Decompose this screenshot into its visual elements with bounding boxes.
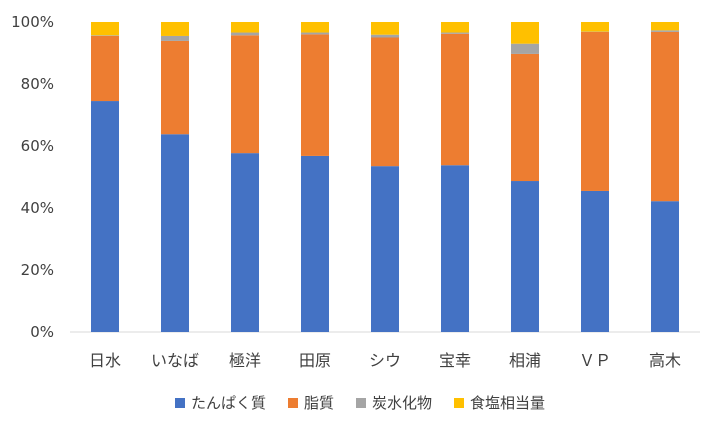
bar-segment-1 (301, 155, 329, 332)
x-tick-label: 田原 (299, 351, 331, 370)
legend-item-protein: たんぱく質 (174, 392, 266, 413)
bar-segment-1 (441, 165, 469, 332)
legend-item-carbohydrate: 炭水化物 (356, 392, 432, 413)
y-tick-label: 80% (21, 75, 54, 93)
bar-segment-1 (91, 101, 119, 332)
bar-segment-2 (231, 35, 259, 154)
bar-segment-1 (371, 166, 399, 332)
legend-swatch-protein (174, 397, 185, 408)
bar-segment-2 (371, 37, 399, 167)
legend-item-salt: 食塩相当量 (454, 392, 545, 413)
bar-segment-1 (231, 153, 259, 332)
y-tick-label: 0% (30, 323, 54, 341)
bar-segment-4 (371, 22, 399, 35)
bar-segment-2 (161, 40, 189, 135)
legend-label-protein: たんぱく質 (190, 394, 266, 412)
bar-segment-3 (441, 32, 469, 34)
stacked-bar-chart: 0% 20% 40% 60% 80% 100% 日水 いなば 極洋 田原 シウ 宝幸 相浦 ＶＰ 高木 (11, 13, 700, 370)
legend-label-salt: 食塩相当量 (470, 394, 546, 412)
bar-segment-1 (581, 190, 609, 332)
bar-segment-4 (581, 22, 609, 32)
bar-segment-2 (651, 31, 679, 202)
x-tick-label: 相浦 (509, 351, 541, 370)
bar-segment-1 (161, 134, 189, 332)
x-tick-label: 宝幸 (439, 351, 471, 370)
legend-swatch-carbohydrate (356, 397, 366, 408)
bar-segment-1 (511, 181, 539, 332)
bar-segment-4 (651, 22, 679, 31)
legend-item-fat: 脂質 (287, 392, 334, 413)
y-tick-label: 40% (21, 199, 54, 217)
x-tick-label: 極洋 (229, 351, 261, 370)
bar-segment-3 (161, 35, 189, 41)
bar-segment-1 (651, 201, 679, 332)
x-tick-label: 日水 (89, 351, 121, 370)
x-tick-label: 高木 (649, 351, 681, 370)
x-tick-label: いなば (151, 351, 199, 370)
legend-label-fat: 脂質 (303, 394, 334, 412)
x-tick-label: シウ (369, 351, 401, 370)
legend-label-carbohydrate: 炭水化物 (372, 394, 433, 412)
bar-segment-2 (301, 34, 329, 156)
bar-segment-4 (301, 22, 329, 33)
legend: たんぱく質 脂質 炭水化物 食塩相当量 (0, 392, 720, 413)
bar-segment-2 (511, 53, 539, 182)
bar-segment-3 (371, 34, 399, 38)
x-tick-label: ＶＰ (579, 351, 611, 370)
bar-segment-3 (91, 35, 119, 36)
bar-segment-3 (511, 43, 539, 54)
bar-segment-2 (581, 31, 609, 191)
bar-segment-4 (161, 22, 189, 36)
y-tick-label: 100% (11, 13, 54, 31)
bar-segment-3 (231, 32, 259, 36)
bar-segment-2 (91, 35, 119, 102)
bar-segment-2 (441, 33, 469, 166)
y-tick-label: 60% (21, 137, 54, 155)
bar-segment-4 (441, 22, 469, 33)
bar-segment-4 (511, 22, 539, 44)
y-tick-label: 20% (21, 261, 54, 279)
bar-segment-4 (231, 22, 259, 33)
legend-swatch-fat (287, 397, 298, 408)
bar-segment-4 (91, 22, 119, 36)
bar-segment-3 (301, 32, 329, 35)
bar-segment-3 (651, 30, 679, 32)
legend-swatch-salt (454, 397, 465, 408)
